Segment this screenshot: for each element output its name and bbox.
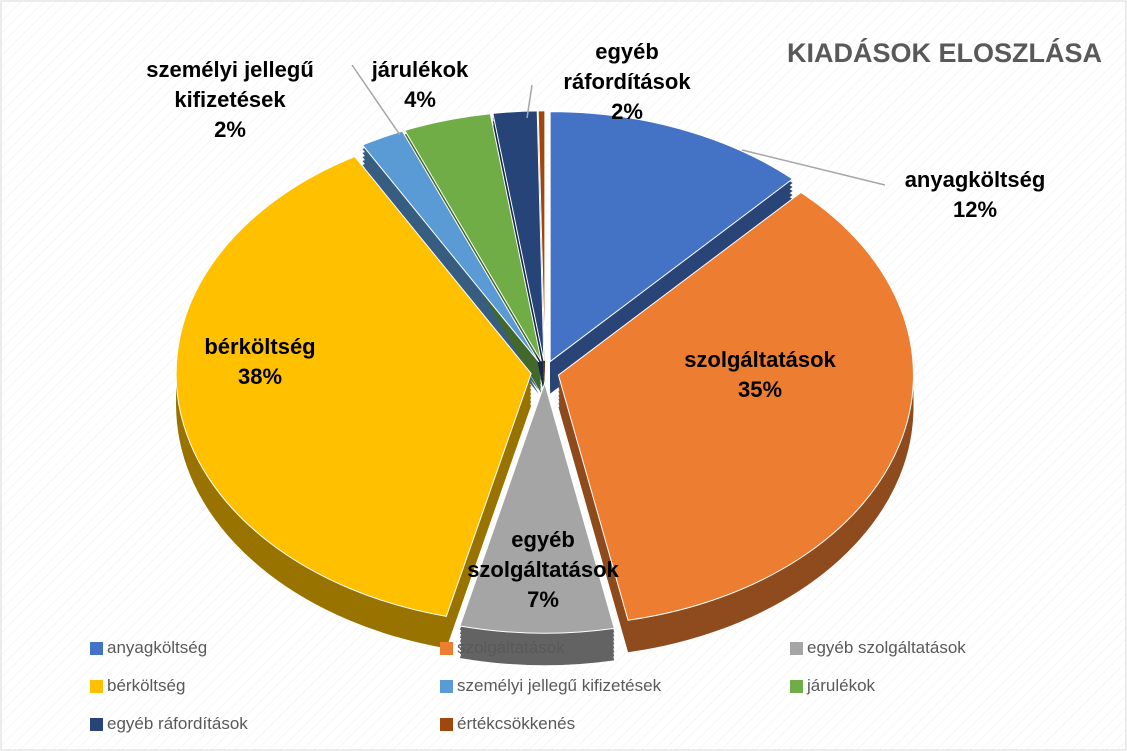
legend-item: anyagköltség [90, 638, 207, 658]
legend-swatch [90, 641, 103, 655]
data-label-name: egyéb ráfordítások [563, 39, 691, 94]
legend-label: járulékok [807, 676, 876, 695]
legend-label: egyéb ráfordítások [107, 714, 248, 733]
legend-swatch [90, 679, 103, 693]
data-label-value: 4% [404, 87, 436, 112]
slice [557, 191, 914, 621]
data-label-value: 12% [952, 197, 998, 222]
slice [537, 110, 546, 361]
legend-swatch [440, 679, 453, 693]
legend-item: egyéb ráfordítások [90, 714, 248, 734]
legend-swatch [790, 641, 803, 655]
data-label-value: 38% [237, 364, 283, 389]
legend-swatch [90, 717, 103, 731]
data-label-name: egyéb szolgáltatások [467, 527, 619, 582]
legend-label: szolgáltatások [457, 638, 565, 657]
data-label-value: 2% [214, 117, 246, 142]
data-label: egyéb ráfordítások 2% [542, 37, 712, 127]
legend-item: egyéb szolgáltatások [790, 638, 966, 658]
data-label-name: járulékok [371, 57, 469, 82]
data-label: bérköltség 38% [160, 332, 360, 392]
data-label-name: bérköltség [204, 334, 316, 359]
legend-item: bérköltség [90, 676, 185, 696]
pie-tops [175, 110, 914, 634]
data-label: járulékok 4% [320, 55, 520, 115]
legend-swatch [440, 717, 453, 731]
legend-swatch [440, 641, 453, 655]
data-label: egyéb szolgáltatások 7% [448, 525, 638, 615]
data-label-name: anyagköltség [904, 167, 1046, 192]
data-label-value: 2% [611, 99, 643, 124]
legend-label: személyi jellegű kifizetések [457, 676, 662, 695]
slice [459, 381, 615, 634]
data-label-name: személyi jellegű kifizetések [146, 57, 314, 112]
legend-item: járulékok [790, 676, 875, 696]
data-label: anyagköltség 12% [875, 165, 1075, 225]
slice [492, 110, 545, 361]
data-label-name: szolgáltatások [684, 347, 836, 372]
chart-title: KIADÁSOK ELOSZLÁSA [786, 38, 1102, 68]
slice [175, 155, 532, 617]
leader-line [526, 84, 533, 119]
slice [404, 113, 542, 362]
legend-label: bérköltség [107, 676, 186, 695]
leader-line [741, 149, 886, 186]
legend-label: egyéb szolgáltatások [807, 638, 966, 657]
data-label: személyi jellegű kifizetések 2% [120, 55, 340, 145]
data-label-value: 7% [527, 587, 559, 612]
data-label: szolgáltatások 35% [660, 345, 860, 405]
leader-line [351, 64, 401, 136]
legend-label: értékcsökkenés [457, 714, 576, 733]
legend-swatch [790, 679, 803, 693]
slice [361, 130, 540, 363]
legend-item: szolgáltatások [440, 638, 565, 658]
legend-label: anyagköltség [107, 638, 208, 657]
data-label-value: 35% [737, 377, 783, 402]
legend-item: értékcsökkenés [440, 714, 575, 734]
slice [549, 111, 794, 363]
legend-item: személyi jellegű kifizetések [440, 676, 661, 696]
